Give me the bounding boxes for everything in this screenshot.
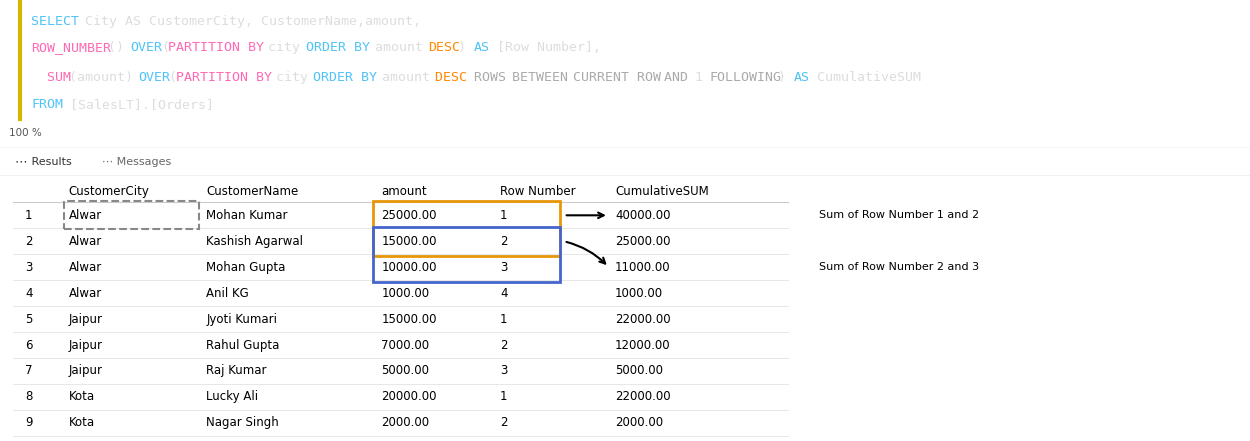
Text: 8: 8 — [25, 390, 32, 404]
Text: ⋯ Messages: ⋯ Messages — [102, 157, 171, 167]
Text: Jaipur: Jaipur — [69, 339, 102, 351]
Text: 22000.00: 22000.00 — [615, 390, 670, 404]
Text: 1000.00: 1000.00 — [381, 287, 430, 299]
Text: 1: 1 — [500, 390, 508, 404]
Text: 20000.00: 20000.00 — [381, 390, 436, 404]
Text: Kashish Agarwal: Kashish Agarwal — [206, 235, 304, 248]
Text: Kota: Kota — [69, 416, 95, 430]
Text: DESC: DESC — [428, 41, 460, 54]
Text: 25000.00: 25000.00 — [381, 209, 436, 222]
Text: Alwar: Alwar — [69, 235, 102, 248]
Text: 15000.00: 15000.00 — [381, 313, 436, 325]
Text: amount: amount — [381, 186, 428, 198]
Text: Kota: Kota — [69, 390, 95, 404]
Text: FROM: FROM — [31, 98, 64, 111]
Text: Alwar: Alwar — [69, 261, 102, 274]
Text: ROWS: ROWS — [474, 71, 514, 84]
Text: Jaipur: Jaipur — [69, 313, 102, 325]
Text: Anil KG: Anil KG — [206, 287, 249, 299]
Text: CURRENT ROW: CURRENT ROW — [572, 71, 669, 84]
Text: 100 %: 100 % — [9, 128, 41, 138]
Text: ORDER BY: ORDER BY — [314, 71, 378, 84]
Text: CustomerName: CustomerName — [206, 186, 299, 198]
Text: 2000.00: 2000.00 — [615, 416, 662, 430]
Text: FOLLOWING: FOLLOWING — [710, 71, 782, 84]
Text: 11000.00: 11000.00 — [615, 261, 670, 274]
Text: 25000.00: 25000.00 — [615, 235, 670, 248]
Text: 7: 7 — [25, 364, 32, 377]
Text: PARTITION BY: PARTITION BY — [169, 41, 265, 54]
Text: 1: 1 — [500, 313, 508, 325]
Text: Results: Results — [28, 157, 71, 167]
Text: 1: 1 — [25, 209, 32, 222]
Text: DESC: DESC — [435, 71, 475, 84]
Text: CumulativeSUM: CumulativeSUM — [615, 186, 709, 198]
Text: Nagar Singh: Nagar Singh — [206, 416, 279, 430]
Text: 1000.00: 1000.00 — [615, 287, 662, 299]
Text: 2: 2 — [500, 235, 508, 248]
Text: 5000.00: 5000.00 — [615, 364, 662, 377]
Text: 22000.00: 22000.00 — [615, 313, 670, 325]
Text: 9: 9 — [25, 416, 32, 430]
Text: AS: AS — [474, 41, 490, 54]
Text: ): ) — [779, 71, 795, 84]
Text: OVER: OVER — [130, 41, 162, 54]
Text: 15000.00: 15000.00 — [381, 235, 436, 248]
Text: (amount): (amount) — [70, 71, 141, 84]
Text: ORDER BY: ORDER BY — [306, 41, 370, 54]
Text: 1: 1 — [695, 71, 711, 84]
Text: 5000.00: 5000.00 — [381, 364, 429, 377]
Text: Mohan Gupta: Mohan Gupta — [206, 261, 285, 274]
Text: Sum of Row Number 1 and 2: Sum of Row Number 1 and 2 — [819, 210, 979, 220]
Text: ROW_NUMBER: ROW_NUMBER — [31, 41, 111, 54]
Text: CustomerCity: CustomerCity — [69, 186, 150, 198]
Text: OVER: OVER — [138, 71, 170, 84]
Text: 6: 6 — [25, 339, 32, 351]
Text: 2: 2 — [500, 339, 508, 351]
Text: PARTITION BY: PARTITION BY — [176, 71, 272, 84]
Text: Jaipur: Jaipur — [69, 364, 102, 377]
Text: city: city — [268, 71, 315, 84]
Text: 4: 4 — [500, 287, 508, 299]
Text: ⋯: ⋯ — [15, 156, 28, 168]
Text: Rahul Gupta: Rahul Gupta — [206, 339, 280, 351]
Text: AND: AND — [664, 71, 696, 84]
Text: Jyoti Kumari: Jyoti Kumari — [206, 313, 278, 325]
Text: 3: 3 — [500, 364, 508, 377]
Text: 40000.00: 40000.00 — [615, 209, 670, 222]
Text: Lucky Ali: Lucky Ali — [206, 390, 259, 404]
Text: (): () — [107, 41, 131, 54]
Text: BETWEEN: BETWEEN — [511, 71, 576, 84]
Text: 3: 3 — [25, 261, 32, 274]
Text: 7000.00: 7000.00 — [381, 339, 430, 351]
Text: City AS CustomerCity, CustomerName,amount,: City AS CustomerCity, CustomerName,amoun… — [85, 15, 420, 28]
Text: amount: amount — [375, 71, 439, 84]
Text: amount: amount — [366, 41, 431, 54]
Text: 2: 2 — [500, 416, 508, 430]
Text: 3: 3 — [500, 261, 508, 274]
Text: SUM: SUM — [31, 71, 71, 84]
Text: 12000.00: 12000.00 — [615, 339, 670, 351]
Text: [SalesLT].[Orders]: [SalesLT].[Orders] — [61, 98, 214, 111]
Text: Alwar: Alwar — [69, 209, 102, 222]
Text: 1: 1 — [500, 209, 508, 222]
Text: SELECT: SELECT — [31, 15, 88, 28]
Text: 10000.00: 10000.00 — [381, 261, 436, 274]
Text: (: ( — [161, 41, 169, 54]
Text: 5: 5 — [25, 313, 32, 325]
Text: city: city — [260, 41, 308, 54]
Text: 2: 2 — [25, 235, 32, 248]
Text: 2000.00: 2000.00 — [381, 416, 430, 430]
Text: Row Number: Row Number — [500, 186, 575, 198]
Text: [Row Number],: [Row Number], — [489, 41, 601, 54]
Text: Alwar: Alwar — [69, 287, 102, 299]
Text: ): ) — [459, 41, 474, 54]
Text: Raj Kumar: Raj Kumar — [206, 364, 266, 377]
Text: 4: 4 — [25, 287, 32, 299]
Text: (: ( — [169, 71, 176, 84]
Text: AS: AS — [794, 71, 810, 84]
Text: Mohan Kumar: Mohan Kumar — [206, 209, 288, 222]
Text: Sum of Row Number 2 and 3: Sum of Row Number 2 and 3 — [819, 262, 979, 272]
Text: CumulativeSUM: CumulativeSUM — [809, 71, 921, 84]
